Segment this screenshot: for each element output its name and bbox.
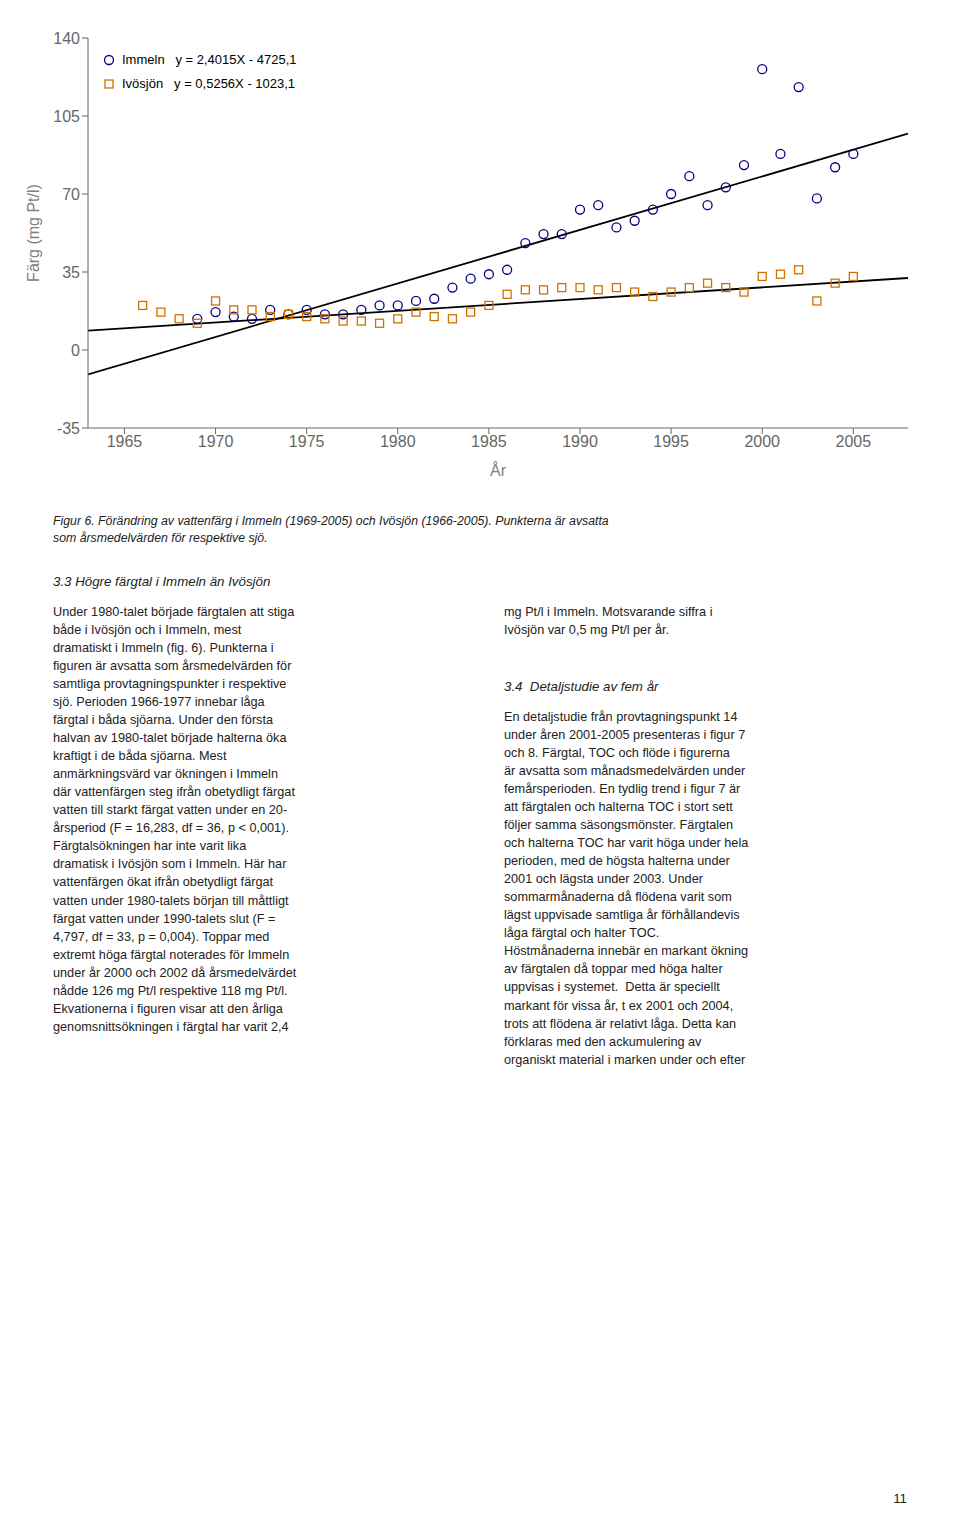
html-text:3.3 Högre färgtal i Immeln än: 3.3 Högre färgtal i Immeln än Ivösjön <box>53 574 271 589</box>
html-text:Figur 6. Förändring av vattenf: Figur 6. Förändring av vattenfärg i Imme… <box>53 514 609 546</box>
html-text:Immeln y = 2,4015X - 4725,1: Immeln y = 2,4015X - 4725,1 <box>122 52 297 67</box>
svg-text:1965: 1965 <box>107 433 143 450</box>
svg-text:1990: 1990 <box>562 433 598 450</box>
svg-text:2005: 2005 <box>836 433 872 450</box>
html-text:En detaljstudie från provtagni: En detaljstudie från provtagningspunkt 1… <box>504 710 749 1067</box>
svg-text:-35: -35 <box>57 420 80 437</box>
svg-text:1995: 1995 <box>653 433 689 450</box>
svg-text:1970: 1970 <box>198 433 234 450</box>
svg-text:105: 105 <box>53 108 80 125</box>
html-text:11: 11 <box>893 1491 907 1507</box>
svg-text:70: 70 <box>62 186 80 203</box>
html-text:Ivösjön y = 0,5256X - 1023,1: Ivösjön y = 0,5256X - 1023,1 <box>122 76 296 91</box>
html-text:Under 1980-talet började färgt: Under 1980-talet började färgtalen att s… <box>53 605 297 1034</box>
svg-text:35: 35 <box>62 264 80 281</box>
svg-text:1985: 1985 <box>471 433 507 450</box>
svg-text:1980: 1980 <box>380 433 416 450</box>
html-text:3.4 Detaljstudie av fem år: 3.4 Detaljstudie av fem år <box>504 679 659 694</box>
svg-text:Färg (mg Pt/l): Färg (mg Pt/l) <box>25 184 42 282</box>
svg-text:0: 0 <box>71 342 80 359</box>
svg-text:1975: 1975 <box>289 433 325 450</box>
svg-text:2000: 2000 <box>744 433 780 450</box>
svg-text:140: 140 <box>53 30 80 47</box>
svg-text:År: År <box>490 461 507 479</box>
html-text:mg Pt/l i Immeln. Motsvarande: mg Pt/l i Immeln. Motsvarande siffra i I… <box>504 605 713 637</box>
